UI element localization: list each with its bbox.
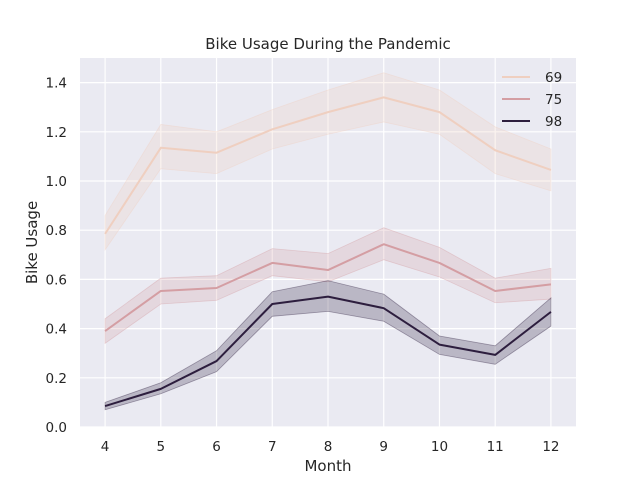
confidence-band-98 (104, 280, 552, 411)
legend-label-75: 75 (545, 92, 562, 108)
x-tick-label: 7 (268, 439, 277, 455)
x-tick-label: 4 (101, 439, 110, 455)
y-tick-label: 0.0 (46, 420, 67, 436)
y-tick-label: 0.6 (46, 272, 67, 288)
y-tick-labels: 0.0 0.2 0.4 0.6 0.8 1.0 1.2 1.4 (46, 76, 67, 436)
legend: 69 75 98 (502, 70, 562, 130)
y-tick-label: 0.8 (46, 223, 67, 239)
x-tick-label: 8 (324, 439, 333, 455)
y-axis-label: Bike Usage (23, 201, 41, 284)
grid (80, 58, 576, 428)
y-tick-label: 1.4 (46, 76, 67, 92)
legend-label-69: 69 (545, 70, 562, 86)
series-line-69 (104, 96, 552, 235)
series-lines (104, 96, 552, 408)
x-tick-label: 5 (157, 439, 166, 455)
legend-label-98: 98 (545, 114, 562, 130)
confidence-band-75 (104, 227, 552, 345)
x-tick-labels: 4 5 6 7 8 9 10 11 12 (101, 439, 560, 455)
confidence-bands (104, 72, 552, 411)
x-tick-label: 6 (212, 439, 221, 455)
x-tick-label: 12 (542, 439, 559, 455)
x-axis-label: Month (304, 457, 351, 475)
confidence-band-69 (104, 72, 552, 252)
y-tick-label: 0.4 (46, 322, 67, 338)
y-tick-label: 1.2 (46, 125, 67, 141)
series-line-75 (104, 243, 552, 332)
y-tick-label: 1.0 (46, 174, 67, 190)
series-line-98 (104, 295, 552, 408)
x-tick-label: 10 (431, 439, 448, 455)
x-tick-label: 9 (379, 439, 388, 455)
chart-title: Bike Usage During the Pandemic (205, 35, 451, 53)
x-tick-label: 11 (487, 439, 504, 455)
y-tick-label: 0.2 (46, 371, 67, 387)
